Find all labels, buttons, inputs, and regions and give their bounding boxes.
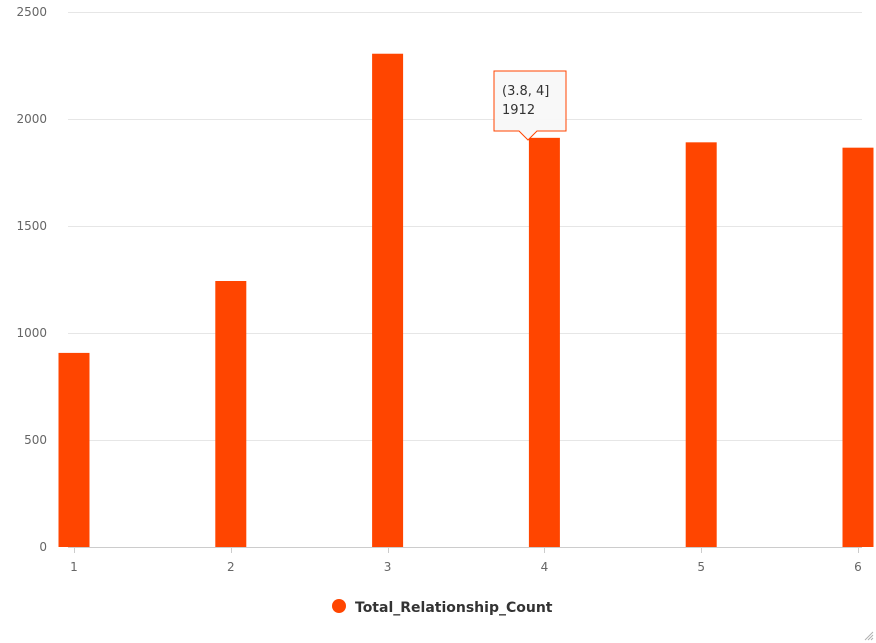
bar[interactable] xyxy=(372,53,404,547)
bar-series[interactable] xyxy=(58,53,874,548)
y-axis-ticks: 0 500 1000 1500 2000 2500 xyxy=(16,5,47,554)
tooltip-range-label: (3.8, 4] xyxy=(502,84,549,99)
y-tick-label: 2500 xyxy=(16,5,47,19)
x-tick-label: 1 xyxy=(70,560,78,574)
bar[interactable] xyxy=(528,137,560,547)
bar[interactable] xyxy=(842,147,874,547)
bar[interactable] xyxy=(58,352,90,547)
y-tick-label: 500 xyxy=(24,433,47,447)
y-tick-label: 2000 xyxy=(16,112,47,126)
bar[interactable] xyxy=(685,142,717,548)
tooltip-value-label: 1912 xyxy=(502,103,535,118)
tooltip-box xyxy=(493,70,567,141)
resize-grip-icon[interactable] xyxy=(862,629,874,641)
x-tick-label: 4 xyxy=(541,560,549,574)
x-tick-label: 2 xyxy=(227,560,235,574)
x-tick-label: 3 xyxy=(384,560,392,574)
grid-lines xyxy=(68,12,862,441)
y-tick-label: 1500 xyxy=(16,219,47,233)
y-tick-label: 1000 xyxy=(16,326,47,340)
legend-series-marker xyxy=(332,599,346,613)
legend-series-label[interactable]: Total_Relationship_Count xyxy=(355,600,553,616)
x-axis-ticks: 1 2 3 4 5 6 xyxy=(70,547,862,574)
x-tick-label: 6 xyxy=(854,560,862,574)
legend[interactable]: Total_Relationship_Count xyxy=(332,599,553,616)
y-tick-label: 0 xyxy=(39,540,47,554)
bar[interactable] xyxy=(215,280,247,547)
tooltip: (3.8, 4] 1912 xyxy=(493,70,567,141)
x-tick-label: 5 xyxy=(697,560,705,574)
